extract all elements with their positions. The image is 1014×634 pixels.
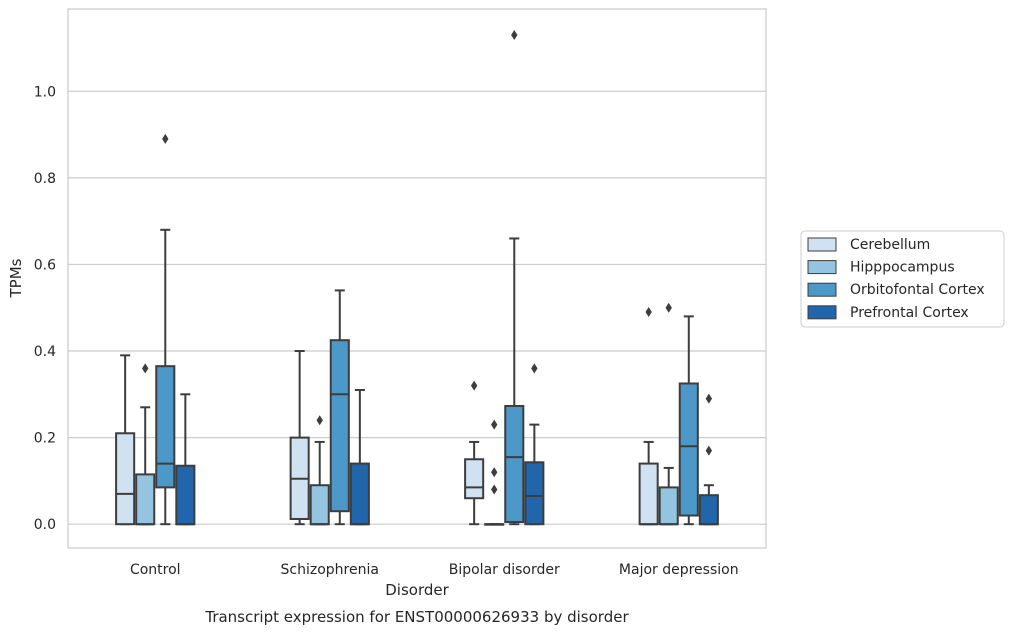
box-cerebellum: [464, 380, 485, 526]
y-tick-label: 0.0: [34, 517, 56, 533]
legend-label: Prefrontal Cortex: [850, 305, 969, 321]
y-axis-ticks: 0.0 0.2 0.4 0.6 0.8 1.0: [34, 84, 56, 533]
box-orbitofontal-cortex: [504, 29, 525, 526]
outlier-point: [531, 363, 538, 374]
box-hipppocampus: [658, 302, 679, 526]
outlier-point: [491, 419, 498, 430]
outlier-point: [491, 484, 498, 495]
box-prefrontal-cortex: [349, 388, 370, 526]
y-tick-label: 0.2: [34, 431, 56, 447]
box-iqr: [524, 461, 545, 526]
box-iqr: [678, 382, 699, 517]
x-tick-label: Schizophrenia: [281, 562, 379, 578]
x-tick-label: Major depression: [619, 562, 739, 578]
box-iqr: [349, 462, 370, 526]
legend-label: Cerebellum: [850, 237, 930, 253]
legend: Cerebellum Hipppocampus Orbitofontal Corte…: [800, 230, 1005, 328]
box-iqr: [309, 484, 330, 526]
box-orbitofontal-cortex: [678, 315, 699, 526]
box-prefrontal-cortex: [175, 393, 196, 526]
box-hipppocampus: [309, 415, 330, 526]
plot-area-frame: [67, 8, 767, 549]
legend-swatch: [807, 260, 837, 275]
box-iqr: [698, 494, 719, 526]
box-iqr: [464, 458, 485, 500]
legend-frame: [800, 230, 1005, 328]
box-iqr: [504, 404, 525, 524]
box-series: [115, 29, 719, 526]
outlier-point: [705, 445, 713, 456]
box-orbitofontal-cortex: [155, 133, 176, 526]
box-iqr: [658, 486, 679, 526]
box-hipppocampus: [484, 419, 505, 526]
box-iqr: [115, 432, 136, 526]
box-cerebellum: [638, 307, 659, 526]
y-axis-title: TPMs: [7, 258, 25, 298]
legend-label: Hipppocampus: [850, 260, 955, 276]
legend-swatch: [807, 237, 837, 252]
x-axis-ticks: Control Schizophrenia Bipolar disorder Majo…: [130, 562, 739, 578]
outlier-point: [511, 29, 518, 40]
box-iqr: [638, 462, 659, 526]
legend-label: Orbitofontal Cortex: [850, 282, 985, 298]
legend-swatch: [807, 305, 837, 320]
box-cerebellum: [289, 350, 310, 526]
outlier-point: [645, 307, 652, 318]
box-prefrontal-cortex: [524, 363, 545, 526]
outlier-point: [142, 363, 149, 374]
box-iqr: [155, 365, 176, 489]
chart-caption: Transcript expression for ENST0000062693…: [204, 608, 629, 626]
outlier-point: [705, 393, 713, 404]
outlier-point: [316, 415, 323, 426]
box-iqr: [329, 339, 350, 513]
y-tick-label: 0.4: [34, 344, 56, 360]
box-prefrontal-cortex: [698, 393, 719, 526]
box-iqr: [135, 473, 156, 526]
outlier-point: [162, 133, 169, 144]
outlier-point: [491, 467, 498, 478]
y-tick-label: 1.0: [34, 84, 56, 100]
x-tick-label: Bipolar disorder: [449, 562, 560, 578]
box-orbitofontal-cortex: [329, 289, 350, 526]
box-cerebellum: [115, 354, 136, 526]
legend-swatch: [807, 282, 837, 297]
box-iqr: [175, 464, 196, 526]
y-tick-label: 0.6: [34, 257, 56, 273]
y-tick-label: 0.8: [34, 171, 56, 187]
outlier-point: [665, 302, 672, 313]
x-tick-label: Control: [130, 562, 181, 578]
x-axis-title: Disorder: [385, 581, 449, 599]
outlier-point: [470, 380, 478, 391]
box-hipppocampus: [135, 363, 156, 526]
